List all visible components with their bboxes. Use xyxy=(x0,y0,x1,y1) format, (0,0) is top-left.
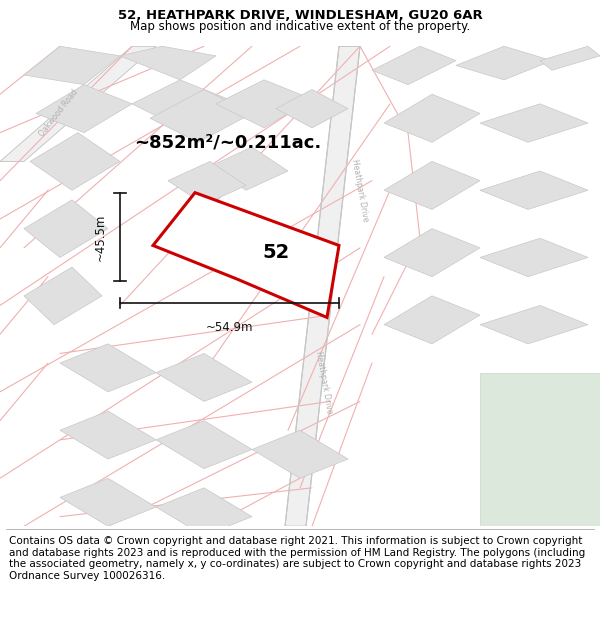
Polygon shape xyxy=(285,46,360,526)
Polygon shape xyxy=(36,84,132,132)
Polygon shape xyxy=(276,89,348,128)
Polygon shape xyxy=(120,46,216,80)
Polygon shape xyxy=(150,89,252,142)
Polygon shape xyxy=(480,306,588,344)
Polygon shape xyxy=(210,147,288,190)
Polygon shape xyxy=(30,132,120,190)
Polygon shape xyxy=(24,267,102,324)
Polygon shape xyxy=(384,296,480,344)
Polygon shape xyxy=(153,192,339,318)
Polygon shape xyxy=(0,46,156,161)
Polygon shape xyxy=(384,161,480,209)
Polygon shape xyxy=(480,171,588,209)
Polygon shape xyxy=(60,344,156,392)
Text: 52, HEATHPARK DRIVE, WINDLESHAM, GU20 6AR: 52, HEATHPARK DRIVE, WINDLESHAM, GU20 6A… xyxy=(118,9,482,22)
Polygon shape xyxy=(240,229,318,272)
Polygon shape xyxy=(24,200,108,258)
Polygon shape xyxy=(156,354,252,401)
Polygon shape xyxy=(456,46,552,80)
Text: Map shows position and indicative extent of the property.: Map shows position and indicative extent… xyxy=(130,20,470,33)
Polygon shape xyxy=(168,161,246,204)
Polygon shape xyxy=(384,94,480,142)
Polygon shape xyxy=(540,46,600,70)
Text: ~54.9m: ~54.9m xyxy=(206,321,253,334)
Polygon shape xyxy=(24,46,120,84)
Polygon shape xyxy=(480,104,588,142)
Text: Heathpark Drive: Heathpark Drive xyxy=(350,158,370,222)
Text: Heathpark Drive: Heathpark Drive xyxy=(314,350,334,414)
Text: Contains OS data © Crown copyright and database right 2021. This information is : Contains OS data © Crown copyright and d… xyxy=(9,536,585,581)
Polygon shape xyxy=(480,372,600,526)
Text: ~852m²/~0.211ac.: ~852m²/~0.211ac. xyxy=(134,133,322,151)
Polygon shape xyxy=(60,411,156,459)
Polygon shape xyxy=(372,46,456,84)
Text: Oakwood Road: Oakwood Road xyxy=(38,88,80,139)
Polygon shape xyxy=(132,80,228,128)
Polygon shape xyxy=(216,80,312,128)
Polygon shape xyxy=(156,421,252,469)
Text: 52: 52 xyxy=(262,243,290,262)
Polygon shape xyxy=(480,238,588,277)
Polygon shape xyxy=(252,430,348,478)
Polygon shape xyxy=(60,478,156,526)
Text: ~45.5m: ~45.5m xyxy=(94,213,107,261)
Polygon shape xyxy=(156,488,252,536)
Polygon shape xyxy=(384,229,480,277)
